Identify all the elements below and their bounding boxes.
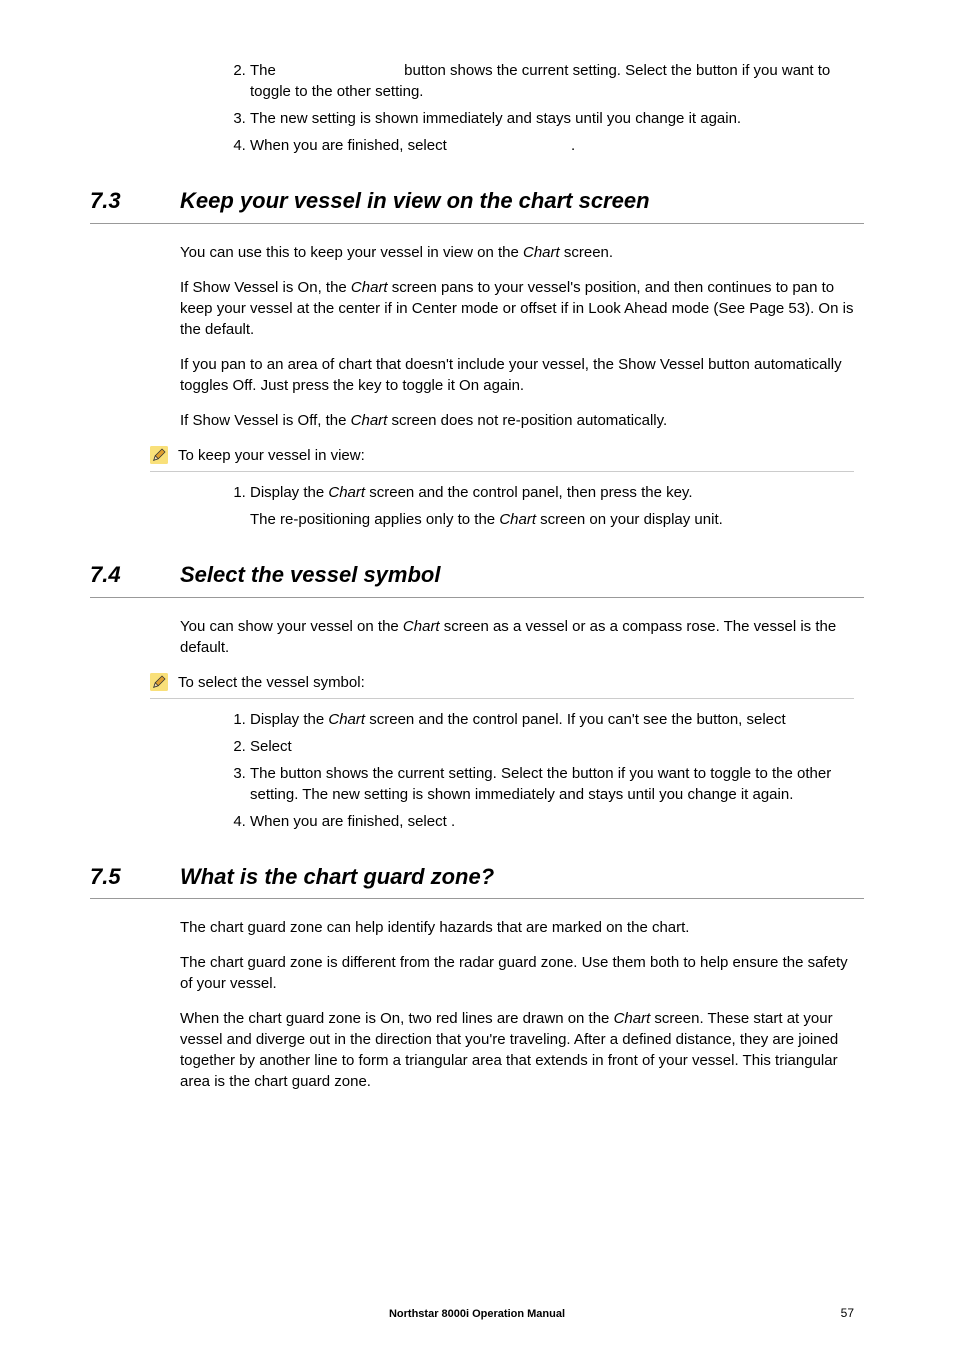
section-title: Keep your vessel in view on the chart sc…	[180, 186, 650, 217]
procedure-step: Display the Chart screen and the control…	[250, 709, 844, 730]
section-title: What is the chart guard zone?	[180, 862, 494, 893]
procedure-step: Display the Chart screen and the control…	[250, 482, 844, 503]
pencil-icon	[150, 446, 168, 464]
procedure-step: Select	[250, 736, 844, 757]
italic-term: Chart	[328, 484, 365, 501]
body-paragraph: If Show Vessel is On, the Chart screen p…	[180, 277, 854, 340]
pencil-icon	[150, 673, 168, 691]
pencil-icon	[150, 673, 168, 691]
page-number: 57	[841, 1305, 854, 1322]
italic-term: Chart	[403, 618, 440, 635]
procedure-label: To keep your vessel in view:	[178, 445, 365, 466]
section-number: 7.4	[90, 560, 180, 591]
body-paragraph: If you pan to an area of chart that does…	[180, 354, 854, 396]
section-body: You can show your vessel on the Chart sc…	[90, 616, 864, 658]
section-header: 7.3Keep your vessel in view on the chart…	[90, 186, 864, 224]
footer-title: Northstar 8000i Operation Manual	[389, 1308, 565, 1320]
page: The button shows the current setting. Se…	[0, 0, 954, 1362]
italic-term: Chart	[351, 412, 388, 429]
body-paragraph: The chart guard zone is different from t…	[180, 952, 854, 994]
body-paragraph: The chart guard zone can help identify h…	[180, 917, 854, 938]
section-title: Select the vessel symbol	[180, 560, 440, 591]
italic-term: Chart	[614, 1010, 651, 1027]
procedure-header: To keep your vessel in view:	[150, 445, 854, 472]
section-header: 7.5What is the chart guard zone?	[90, 862, 864, 900]
procedure-header: To select the vessel symbol:	[150, 672, 854, 699]
italic-term: Chart	[351, 279, 388, 296]
body-paragraph: When the chart guard zone is On, two red…	[180, 1008, 854, 1092]
step-item: The button shows the current setting. Se…	[250, 60, 844, 102]
procedure-step: The button shows the current setting. Se…	[250, 763, 844, 805]
section-header: 7.4Select the vessel symbol	[90, 560, 864, 598]
pencil-icon	[150, 446, 168, 464]
procedure-steps: Display the Chart screen and the control…	[90, 709, 864, 832]
sections-container: 7.3Keep your vessel in view on the chart…	[90, 186, 864, 1092]
top-steps-block: The button shows the current setting. Se…	[90, 60, 864, 156]
section-number: 7.5	[90, 862, 180, 893]
procedure-label: To select the vessel symbol:	[178, 672, 365, 693]
procedure-note: The re-positioning applies only to the C…	[90, 509, 864, 530]
procedure-steps: Display the Chart screen and the control…	[90, 482, 864, 503]
italic-term: Chart	[328, 711, 365, 728]
step-item: When you are finished, select .	[250, 135, 844, 156]
procedure-step: When you are finished, select .	[250, 811, 844, 832]
body-paragraph: If Show Vessel is Off, the Chart screen …	[180, 410, 854, 431]
italic-term: Chart	[523, 244, 560, 261]
italic-term: Chart	[499, 511, 536, 528]
page-footer: Northstar 8000i Operation Manual	[0, 1307, 954, 1322]
section-number: 7.3	[90, 186, 180, 217]
body-paragraph: You can show your vessel on the Chart sc…	[180, 616, 854, 658]
section-body: The chart guard zone can help identify h…	[90, 917, 864, 1092]
body-paragraph: You can use this to keep your vessel in …	[180, 242, 854, 263]
section-body: You can use this to keep your vessel in …	[90, 242, 864, 431]
step-item: The new setting is shown immediately and…	[250, 108, 844, 129]
